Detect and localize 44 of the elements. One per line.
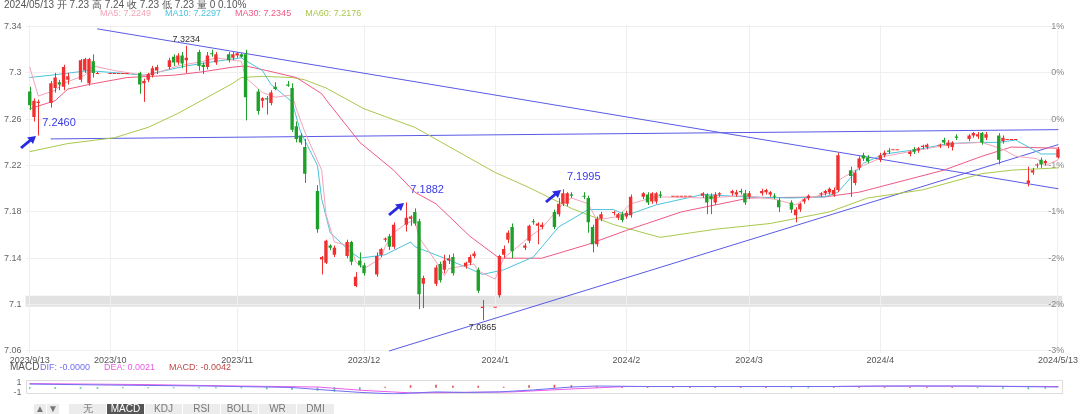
text: WR — [259, 403, 297, 414]
x-tick-label: 2024/4 — [866, 355, 895, 366]
y-tick-label: 1 — [16, 377, 22, 388]
x-tick-label: 2024/1 — [481, 355, 509, 366]
text: MA10: 7.2297 — [165, 8, 222, 18]
text: DMI — [297, 403, 335, 414]
y2-tick-label: -2% — [1048, 252, 1065, 263]
y-tick-label: 7.14 — [3, 252, 22, 263]
text: KDJ — [145, 403, 183, 414]
text: ▼ — [47, 403, 60, 414]
annotation: 7.3234 — [172, 33, 201, 44]
text: ▲ — [34, 403, 47, 414]
y2-tick-label: -1% — [1048, 206, 1065, 217]
text: MA5: 7.2249 — [100, 8, 152, 18]
y-tick-label: -1 — [13, 386, 22, 397]
text: RSI — [183, 403, 221, 414]
x-tick-label: 2024/3 — [735, 355, 763, 366]
x-tick-label: 2024/5/13 — [1037, 355, 1078, 366]
text: MACD — [107, 403, 145, 414]
text: MA30: 7.2345 — [235, 8, 292, 18]
y2-tick-label: -3% — [1048, 345, 1065, 356]
y-tick-label: 7.1 — [9, 299, 22, 310]
y-tick-label: 7.34 — [3, 21, 22, 32]
text: MA60: 7.2176 — [305, 8, 362, 18]
y2-tick-label: -1% — [1048, 160, 1065, 171]
text: BOLL — [221, 403, 259, 414]
y-tick-label: 7.3 — [9, 67, 22, 78]
series-label: MACD: -0.0042 — [169, 362, 232, 372]
x-tick-label: 2024/2 — [612, 355, 641, 366]
y-tick-label: 7.26 — [3, 113, 22, 124]
annotation: 7.1995 — [566, 169, 601, 182]
y2-tick-label: 0% — [1051, 67, 1065, 78]
annotation: 7.0865 — [468, 322, 497, 333]
y-tick-label: 7.22 — [3, 160, 22, 171]
chart-title: 2024/05/13 开 7.23 高 7.24 收 7.23 低 7.23 量 0 0.10% — [4, 0, 247, 10]
annotation: 7.2460 — [42, 115, 76, 128]
y-tick-label: 7.06 — [3, 345, 22, 356]
y2-tick-label: 1% — [1051, 21, 1065, 32]
y2-tick-label: 0% — [1051, 113, 1065, 124]
y2-tick-label: -2% — [1048, 299, 1065, 310]
annotation: 7.1882 — [410, 182, 444, 195]
text: 无 — [69, 403, 107, 414]
x-tick-label: 2023/12 — [347, 355, 381, 366]
y-tick-label: 7.18 — [3, 206, 22, 217]
